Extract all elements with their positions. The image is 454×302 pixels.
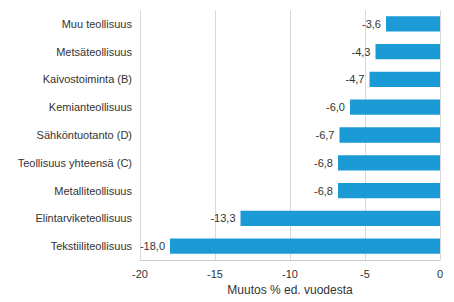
svg-text:-13,3: -13,3 (210, 212, 235, 224)
svg-text:Teollisuus yhteensä (C): Teollisuus yhteensä (C) (18, 157, 132, 169)
svg-text:-3,6: -3,6 (362, 18, 381, 30)
svg-text:-6,7: -6,7 (316, 129, 335, 141)
svg-text:-4,7: -4,7 (346, 73, 365, 85)
svg-text:0: 0 (437, 268, 443, 280)
svg-text:-6,8: -6,8 (314, 157, 333, 169)
svg-text:Muutos % ed. vuodesta: Muutos % ed. vuodesta (227, 283, 353, 297)
svg-text:Sähköntuotanto (D): Sähköntuotanto (D) (37, 129, 132, 141)
svg-text:-5: -5 (360, 268, 370, 280)
svg-text:-18,0: -18,0 (140, 240, 165, 252)
svg-text:-15: -15 (207, 268, 223, 280)
svg-text:Metsäteollisuus: Metsäteollisuus (56, 46, 132, 58)
svg-text:-10: -10 (282, 268, 298, 280)
svg-text:-20: -20 (132, 268, 148, 280)
svg-text:Kemianteollisuus: Kemianteollisuus (49, 101, 133, 113)
svg-text:-4,3: -4,3 (352, 46, 371, 58)
svg-text:Tekstiiliteollisuus: Tekstiiliteollisuus (51, 240, 133, 252)
svg-text:-6,0: -6,0 (326, 101, 345, 113)
svg-text:-6,8: -6,8 (314, 185, 333, 197)
svg-text:Kaivostoiminta (B): Kaivostoiminta (B) (43, 73, 132, 85)
svg-text:Elintarviketeollisuus: Elintarviketeollisuus (35, 212, 132, 224)
svg-text:Metalliteollisuus: Metalliteollisuus (54, 185, 132, 197)
svg-text:Muu teollisuus: Muu teollisuus (62, 18, 133, 30)
